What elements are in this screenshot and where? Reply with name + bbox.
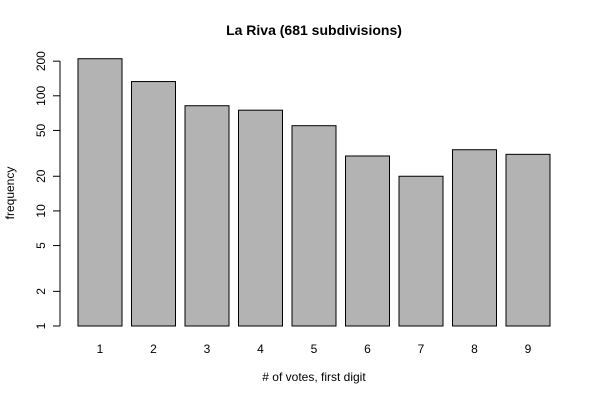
- x-tick-label: 1: [97, 342, 104, 356]
- bar-2: [131, 81, 176, 327]
- x-tick-label: 3: [204, 342, 211, 356]
- y-tick-label: 20: [34, 169, 48, 183]
- bar-3: [184, 105, 230, 327]
- chart-title: La Riva (681 subdivisions): [226, 22, 402, 38]
- y-axis: 1 2 5 10 20 50 100 200: [34, 51, 61, 329]
- y-tick-label: 10: [34, 204, 48, 218]
- y-tick-label: 50: [34, 123, 48, 137]
- x-tick-label: 7: [418, 342, 425, 356]
- x-tick-label: 8: [471, 342, 478, 356]
- y-tick-label: 200: [34, 51, 48, 71]
- x-axis-label: # of votes, first digit: [262, 370, 366, 384]
- x-tick-label: 5: [311, 342, 318, 356]
- x-tick-labels: 1 2 3 4 5 6 7 8 9: [97, 342, 532, 356]
- bar-9: [505, 153, 551, 327]
- bar-7: [398, 175, 444, 327]
- y-tick-label: 100: [34, 85, 48, 105]
- x-tick-label: 4: [257, 342, 264, 356]
- y-axis-label: frequency: [3, 167, 17, 220]
- bar-4: [238, 109, 283, 327]
- y-tick-label: 2: [34, 288, 48, 295]
- bars: [77, 58, 551, 327]
- x-tick-label: 6: [364, 342, 371, 356]
- x-tick-label: 2: [150, 342, 157, 356]
- bar-8: [452, 149, 497, 327]
- bar-5: [291, 125, 337, 327]
- bar-1: [77, 58, 123, 327]
- y-tick-label: 1: [34, 322, 48, 329]
- x-tick-label: 9: [525, 342, 532, 356]
- bar-6: [345, 155, 390, 327]
- y-tick-label: 5: [34, 242, 48, 249]
